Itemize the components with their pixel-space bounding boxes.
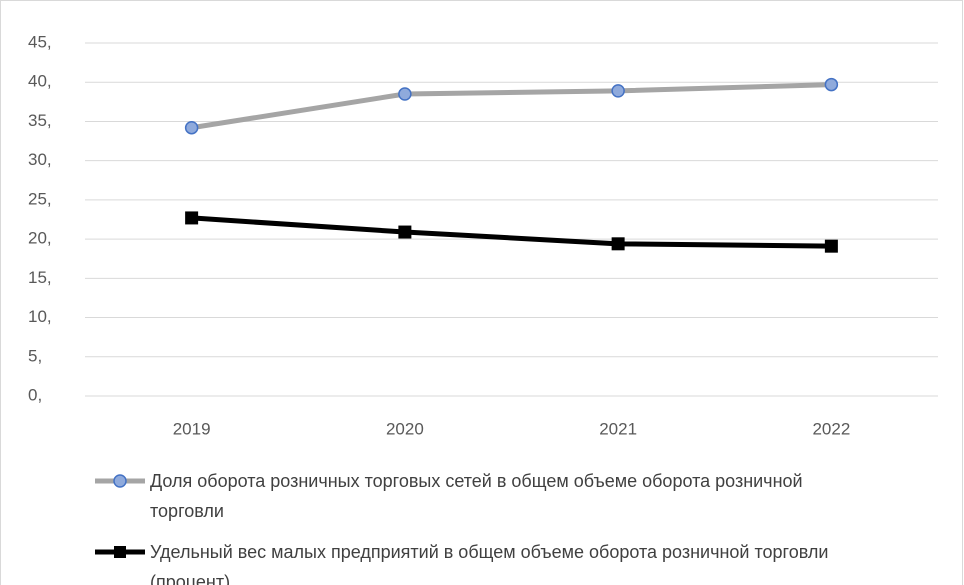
y-tick-label: 15, — [28, 268, 52, 287]
y-tick-label: 35, — [28, 111, 52, 130]
legend-label: Удельный вес малых предприятий в общем о… — [150, 542, 829, 585]
legend-marker — [113, 474, 127, 488]
legend-label: Доля оборота розничных торговых сетей в … — [150, 471, 803, 521]
y-tick-label: 40, — [28, 72, 52, 91]
x-tick-label: 2021 — [599, 419, 637, 438]
data-point — [824, 77, 839, 92]
data-point — [398, 225, 412, 239]
data-point — [824, 239, 838, 253]
series-line — [191, 215, 832, 249]
y-tick-label: 45, — [28, 32, 52, 51]
data-point — [185, 211, 199, 225]
series-line — [191, 82, 832, 131]
y-tick-label: 0, — [28, 385, 42, 404]
legend-marker — [114, 546, 126, 558]
y-tick-label: 20, — [28, 229, 52, 248]
x-tick-label: 2020 — [386, 419, 424, 438]
x-tick-label: 2022 — [812, 419, 850, 438]
y-tick-label: 30, — [28, 150, 52, 169]
data-point — [184, 120, 199, 135]
x-tick-label: 2019 — [173, 419, 211, 438]
y-tick-label: 25, — [28, 189, 52, 208]
data-point — [611, 237, 625, 251]
y-tick-label: 5, — [28, 346, 42, 365]
data-point — [611, 84, 625, 98]
y-tick-label: 10, — [28, 307, 52, 326]
data-point — [398, 87, 412, 101]
